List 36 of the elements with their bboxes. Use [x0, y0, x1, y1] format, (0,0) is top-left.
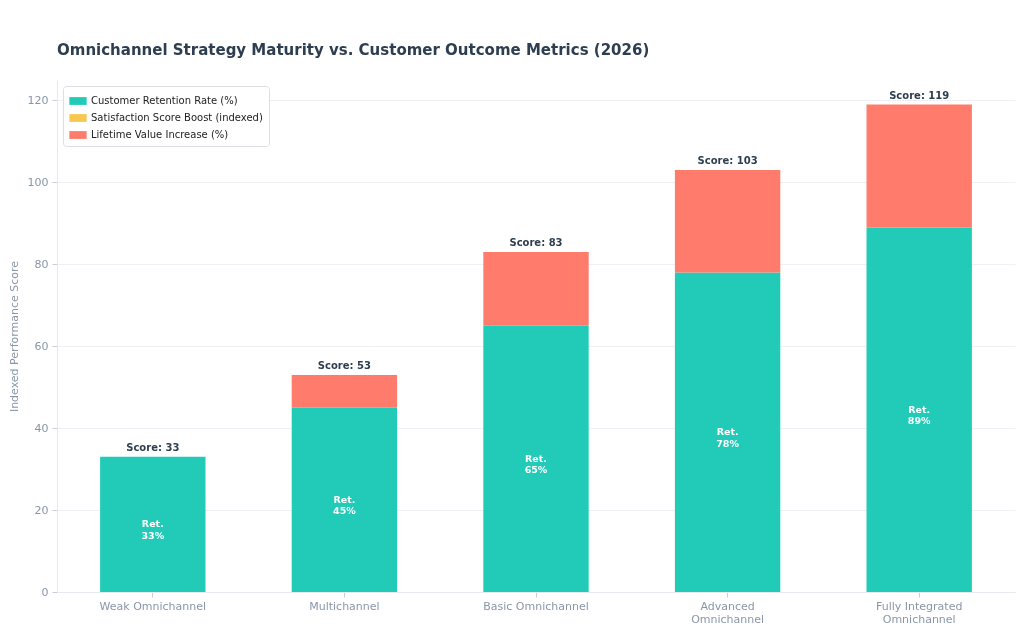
data-label: Ret. 89% [907, 403, 932, 427]
total-label: Score: 33 [126, 441, 180, 453]
bar [100, 456, 206, 592]
data-label: Ret. 45% [333, 493, 357, 517]
bar [866, 227, 972, 592]
legend-label: Satisfaction Score Boost (indexed) [91, 112, 263, 123]
y-tick-label: 100 [27, 175, 49, 189]
bar [674, 272, 781, 592]
total-label: Score: 53 [317, 359, 371, 371]
data-label: Ret. 33% [141, 518, 165, 541]
x-tick-label: Weak Omnichannel [99, 599, 207, 613]
total-label: Score: 119 [889, 89, 950, 101]
x-tick-label: Advanced Omnichannel [691, 599, 765, 626]
y-tick-label: 120 [27, 93, 49, 107]
chart-title: Omnichannel Strategy Maturity vs. Customer Outcome Metrics (2026) [57, 41, 650, 59]
total-label: Score: 103 [697, 155, 758, 167]
x-tick-label: Fully Integrated Omnichannel [875, 599, 963, 626]
bar [291, 407, 398, 592]
bar [866, 104, 972, 228]
y-tick-label: 20 [34, 503, 49, 517]
y-tick-label: 0 [41, 585, 49, 599]
bar [483, 252, 589, 326]
x-tick-label: Multichannel [309, 599, 380, 613]
total-label: Score: 83 [509, 237, 563, 249]
data-label: Ret. 78% [716, 426, 740, 449]
legend-label: Customer Retention Rate (%) [91, 95, 238, 106]
x-tick-label: Basic Omnichannel [483, 599, 589, 613]
legend-label: Lifetime Value Increase (%) [91, 129, 229, 140]
y-tick-label: 60 [34, 339, 49, 353]
y-tick-label: 40 [34, 421, 49, 435]
bar [674, 170, 781, 273]
bar [291, 374, 398, 408]
data-label: Ret. 65% [524, 452, 548, 476]
bar [483, 325, 589, 592]
y-axis-title: Indexed Performance Score [7, 260, 21, 413]
y-tick-label: 80 [34, 257, 49, 271]
